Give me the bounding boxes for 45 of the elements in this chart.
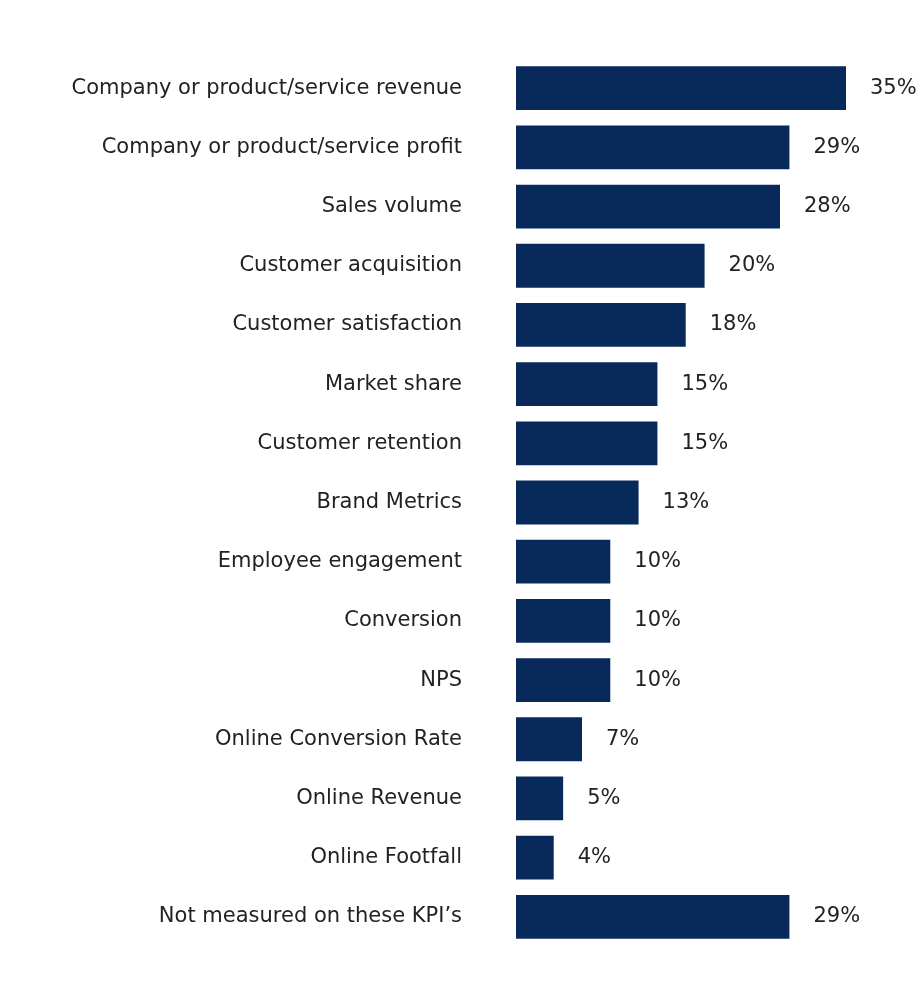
y-tick-label: Company or product/service profit <box>101 133 462 158</box>
y-tick-label: NPS <box>420 666 462 691</box>
bar <box>516 184 780 229</box>
y-tick-label: Online Revenue <box>296 784 462 809</box>
y-tick-label: Customer acquisition <box>239 252 462 277</box>
data-label: 35% <box>870 74 917 99</box>
bar <box>516 894 790 939</box>
y-tick-label: Not measured on these KPI’s <box>158 903 462 928</box>
data-label: 15% <box>681 429 729 454</box>
bar <box>516 362 658 407</box>
y-tick-label: Online Footfall <box>310 844 462 869</box>
y-tick-label: Market share <box>324 370 462 395</box>
data-label: 28% <box>804 193 851 218</box>
data-label: 10% <box>634 666 681 691</box>
bar <box>516 303 686 347</box>
data-label: 29% <box>813 133 861 158</box>
bar <box>516 835 554 880</box>
bar <box>516 658 611 702</box>
data-label: 10% <box>634 607 681 632</box>
bar <box>516 598 611 643</box>
bar <box>516 243 705 288</box>
data-label: 7% <box>606 725 640 750</box>
data-label: 15% <box>681 370 729 395</box>
y-tick-label: Online Conversion Rate <box>215 725 462 750</box>
y-tick-label: Sales volume <box>321 193 462 218</box>
data-label: 20% <box>728 252 776 277</box>
bar <box>516 776 564 821</box>
bar <box>516 480 639 525</box>
data-label: 18% <box>709 311 757 336</box>
y-tick-label: Employee engagement <box>217 548 462 573</box>
data-label: 13% <box>662 488 710 513</box>
y-tick-label: Customer retention <box>257 429 462 454</box>
bar <box>516 539 611 584</box>
data-label: 5% <box>587 784 621 809</box>
y-tick-label: Brand Metrics <box>316 488 462 513</box>
data-label: 29% <box>813 903 861 928</box>
bar <box>516 66 846 111</box>
y-tick-label: Company or product/service revenue <box>71 74 462 99</box>
y-tick-label: Customer satisfaction <box>232 311 462 336</box>
bar <box>516 421 658 466</box>
bar <box>516 125 790 170</box>
data-label: 4% <box>577 844 612 869</box>
bar <box>516 717 582 762</box>
y-tick-label: Conversion <box>344 607 462 632</box>
data-label: 10% <box>634 548 681 573</box>
